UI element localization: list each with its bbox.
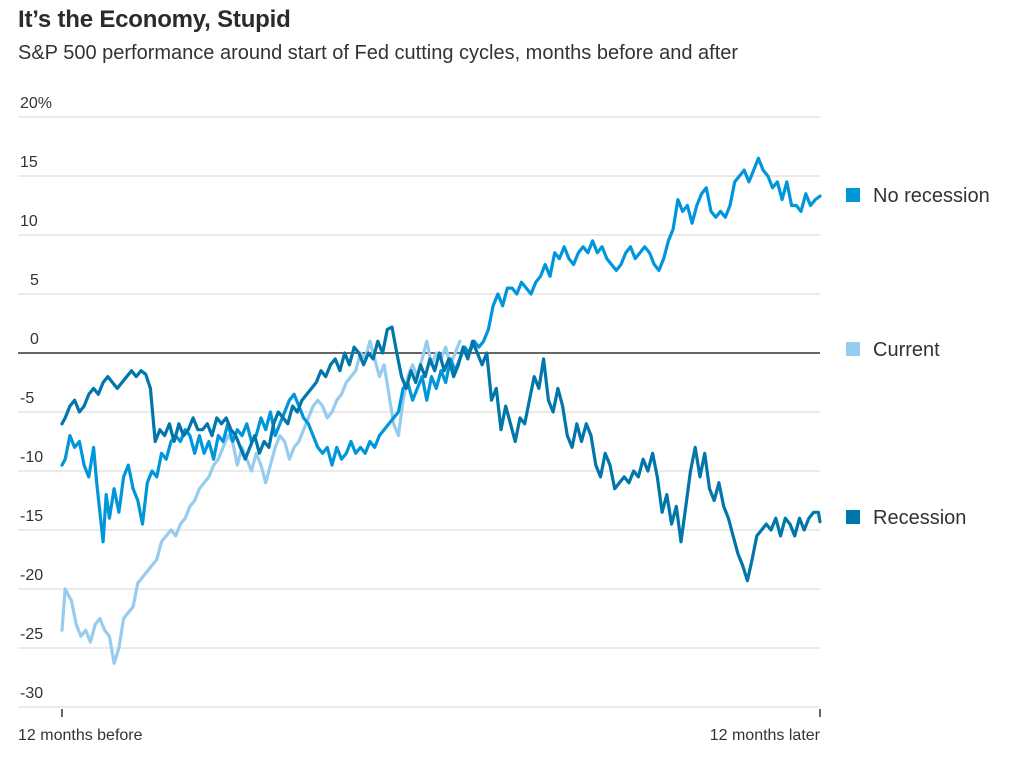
series-line-recession — [60, 325, 822, 583]
series-lines — [60, 156, 822, 665]
y-tick-label: 5 — [30, 272, 39, 289]
legend-swatch — [846, 510, 860, 524]
y-tick-label: -5 — [20, 390, 34, 407]
x-axis: 12 months before 12 months later — [18, 709, 821, 744]
y-tick-label: 20% — [20, 95, 52, 112]
legend-item-no-recession: No recession — [846, 185, 990, 207]
legend-label: Current — [873, 339, 940, 361]
legend-swatch — [846, 342, 860, 356]
y-tick-label: 0 — [30, 331, 39, 348]
x-tick-label: 12 months before — [18, 727, 143, 744]
y-tick-label: -10 — [20, 449, 43, 466]
y-tick-label: -30 — [20, 685, 43, 702]
legend-label: No recession — [873, 185, 990, 207]
y-axis-tick-labels: 20% 15 10 5 0 -5 -10 -15 -20 -25 -30 — [20, 95, 52, 702]
chart-title: It’s the Economy, Stupid — [18, 6, 291, 33]
y-tick-label: 15 — [20, 154, 38, 171]
gridlines — [18, 116, 820, 708]
legend: No recession Current Recession — [846, 185, 990, 529]
y-tick-label: -20 — [20, 567, 43, 584]
y-tick-label: 10 — [20, 213, 38, 230]
y-tick-label: -25 — [20, 626, 43, 643]
legend-label: Recession — [873, 507, 966, 529]
legend-item-current: Current — [846, 339, 940, 361]
chart-subtitle: S&P 500 performance around start of Fed … — [18, 42, 739, 64]
series-line-no-recession — [60, 156, 822, 544]
y-tick-label: -15 — [20, 508, 43, 525]
legend-item-recession: Recession — [846, 507, 966, 529]
legend-swatch — [846, 188, 860, 202]
x-tick-label: 12 months later — [710, 727, 821, 744]
